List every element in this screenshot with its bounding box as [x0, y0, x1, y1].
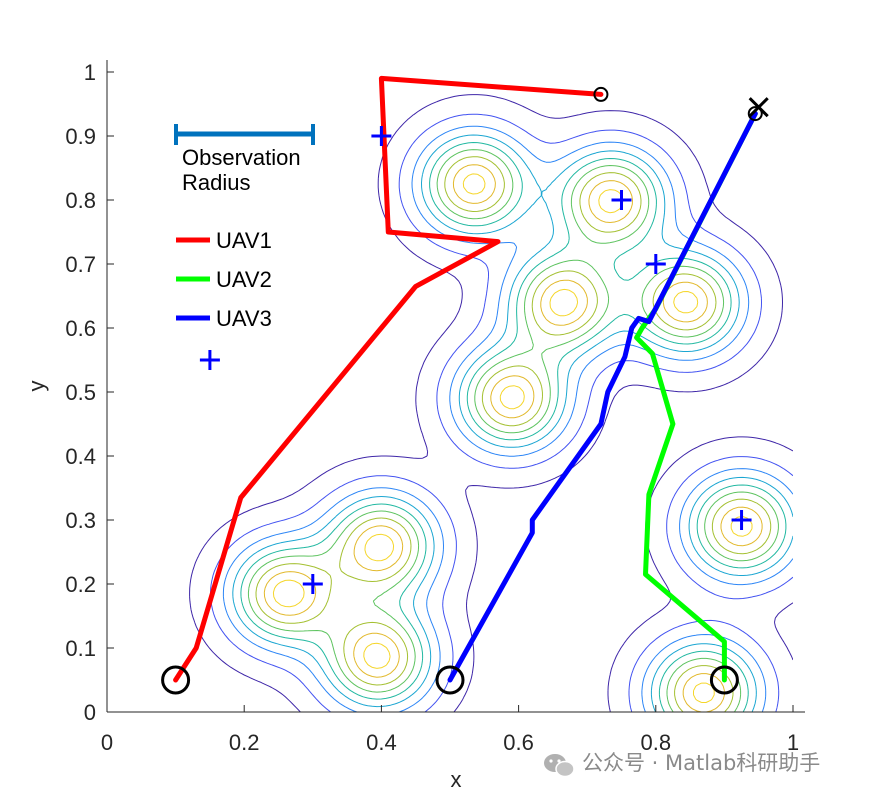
axes: 0 0.2 0.4 0.6 0.8 1 0 0.1 0.2 0.3 0.4 0.5 0.6 0.7 0.8 0… [65, 60, 805, 755]
y-tick-label: 0.2 [65, 572, 96, 597]
y-tick-label: 0.6 [65, 316, 96, 341]
end-marker [747, 106, 763, 122]
cross-marker [748, 97, 769, 118]
observation-label-line2: Radius [182, 170, 250, 195]
contour-level-1 [189, 94, 793, 712]
y-tick-label: 0.7 [65, 252, 96, 277]
wechat-icon [544, 754, 575, 778]
path-uav3 [447, 111, 758, 683]
path-uav2 [634, 111, 758, 683]
contour-level-3 [222, 125, 793, 712]
legend: UAV1 UAV2 UAV3 [176, 228, 272, 331]
y-tick-label: 0.1 [65, 636, 96, 661]
contour-field [189, 94, 793, 712]
x-tick-label: 0 [101, 730, 113, 755]
contour-level-9 [272, 173, 753, 703]
y-tick-label: 1 [84, 60, 96, 85]
y-axis-label: y [24, 381, 49, 392]
target-marker [611, 190, 632, 210]
start-marker [435, 665, 465, 695]
target-marker [645, 254, 666, 274]
uav-paths [173, 75, 758, 683]
x-tick-label: 0.6 [503, 730, 534, 755]
legend-label-uav2: UAV2 [216, 267, 272, 292]
x-tick-label: 0.8 [641, 730, 672, 755]
target-marker [731, 510, 752, 530]
markers [161, 86, 769, 695]
legend-label-uav1: UAV1 [216, 228, 272, 253]
contour-level-4 [232, 134, 793, 712]
contour-level-5 [240, 142, 787, 712]
contour-level-8 [263, 164, 763, 712]
contour-level-2 [210, 113, 793, 712]
start-marker [161, 665, 191, 695]
target-marker [371, 126, 392, 146]
path-uav1 [173, 75, 604, 683]
observation-radius-annotation: Observation Radius [174, 124, 315, 195]
x-tick-label: 0.2 [229, 730, 260, 755]
end-marker [593, 86, 609, 102]
y-tick-label: 0.3 [65, 508, 96, 533]
target-marker [199, 350, 220, 370]
contour-level-7 [255, 156, 772, 712]
y-tick-label: 0.5 [65, 380, 96, 405]
observation-label-line1: Observation [182, 145, 301, 170]
legend-label-uav3: UAV3 [216, 306, 272, 331]
x-tick-label: 0.4 [366, 730, 397, 755]
y-tick-label: 0.8 [65, 188, 96, 213]
watermark-text: 公众号 · Matlab科研助手 [582, 751, 820, 775]
x-tick-label: 1 [787, 730, 799, 755]
y-tick-label: 0.9 [65, 124, 96, 149]
y-tick-label: 0.4 [65, 444, 96, 469]
start-marker [709, 665, 739, 695]
y-tick-label: 0 [84, 700, 96, 725]
watermark: 公众号 · Matlab科研助手 [544, 751, 820, 778]
target-marker [302, 574, 323, 594]
x-axis-label: x [451, 767, 462, 792]
contour-level-6 [247, 149, 779, 712]
